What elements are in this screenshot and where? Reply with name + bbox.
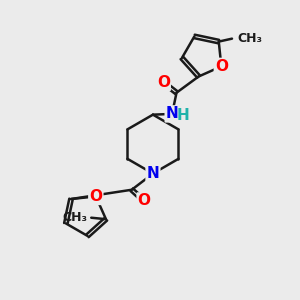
Text: O: O	[157, 75, 170, 90]
Text: O: O	[89, 189, 102, 204]
Text: N: N	[166, 106, 178, 122]
Text: N: N	[147, 166, 159, 181]
Text: H: H	[177, 108, 190, 123]
Text: CH₃: CH₃	[237, 32, 262, 45]
Text: O: O	[215, 59, 228, 74]
Text: O: O	[138, 194, 151, 208]
Text: CH₃: CH₃	[63, 211, 88, 224]
